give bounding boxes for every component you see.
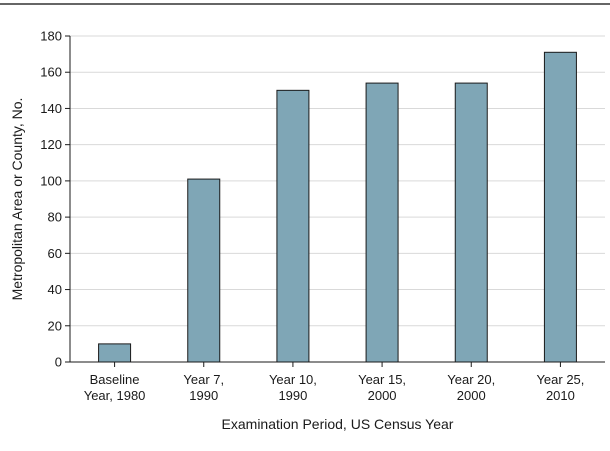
bar [543,51,577,363]
bar [187,178,221,363]
x-tick-label: 1990 [189,388,218,403]
y-tick-label: 80 [48,210,62,225]
y-tick-label: 0 [55,355,62,370]
x-tick-label: Year 20, [447,372,495,387]
y-tick-label: 160 [40,65,62,80]
y-tick-label: 140 [40,101,62,116]
x-tick-label: 1990 [278,388,307,403]
y-axis-title: Metropolitan Area or County, No. [9,98,25,301]
y-tick-label: 40 [48,282,62,297]
x-tick-label: Baseline [90,372,140,387]
y-tick-label: 20 [48,318,62,333]
bar [98,343,132,363]
bar [276,89,310,363]
x-tick-label: Year 15, [358,372,406,387]
x-tick-label: 2010 [546,388,575,403]
y-tick-label: 100 [40,173,62,188]
x-tick-label: Year, 1980 [84,388,146,403]
x-axis-title: Examination Period, US Census Year [222,416,454,432]
x-tick-label: Year 7, [183,372,224,387]
bars [98,51,577,363]
x-tick-label: Year 25, [536,372,584,387]
x-tick-label: Year 10, [269,372,317,387]
bar [454,82,488,363]
x-tick-label: 2000 [368,388,397,403]
x-tick-label: 2000 [457,388,486,403]
y-tick-label: 120 [40,137,62,152]
y-tick-label: 180 [40,29,62,44]
bar [365,82,399,363]
gridlines [70,35,605,327]
y-axis-ticks: 0 20 40 60 80 100 120 140 160 180 [40,29,70,370]
y-tick-label: 60 [48,246,62,261]
